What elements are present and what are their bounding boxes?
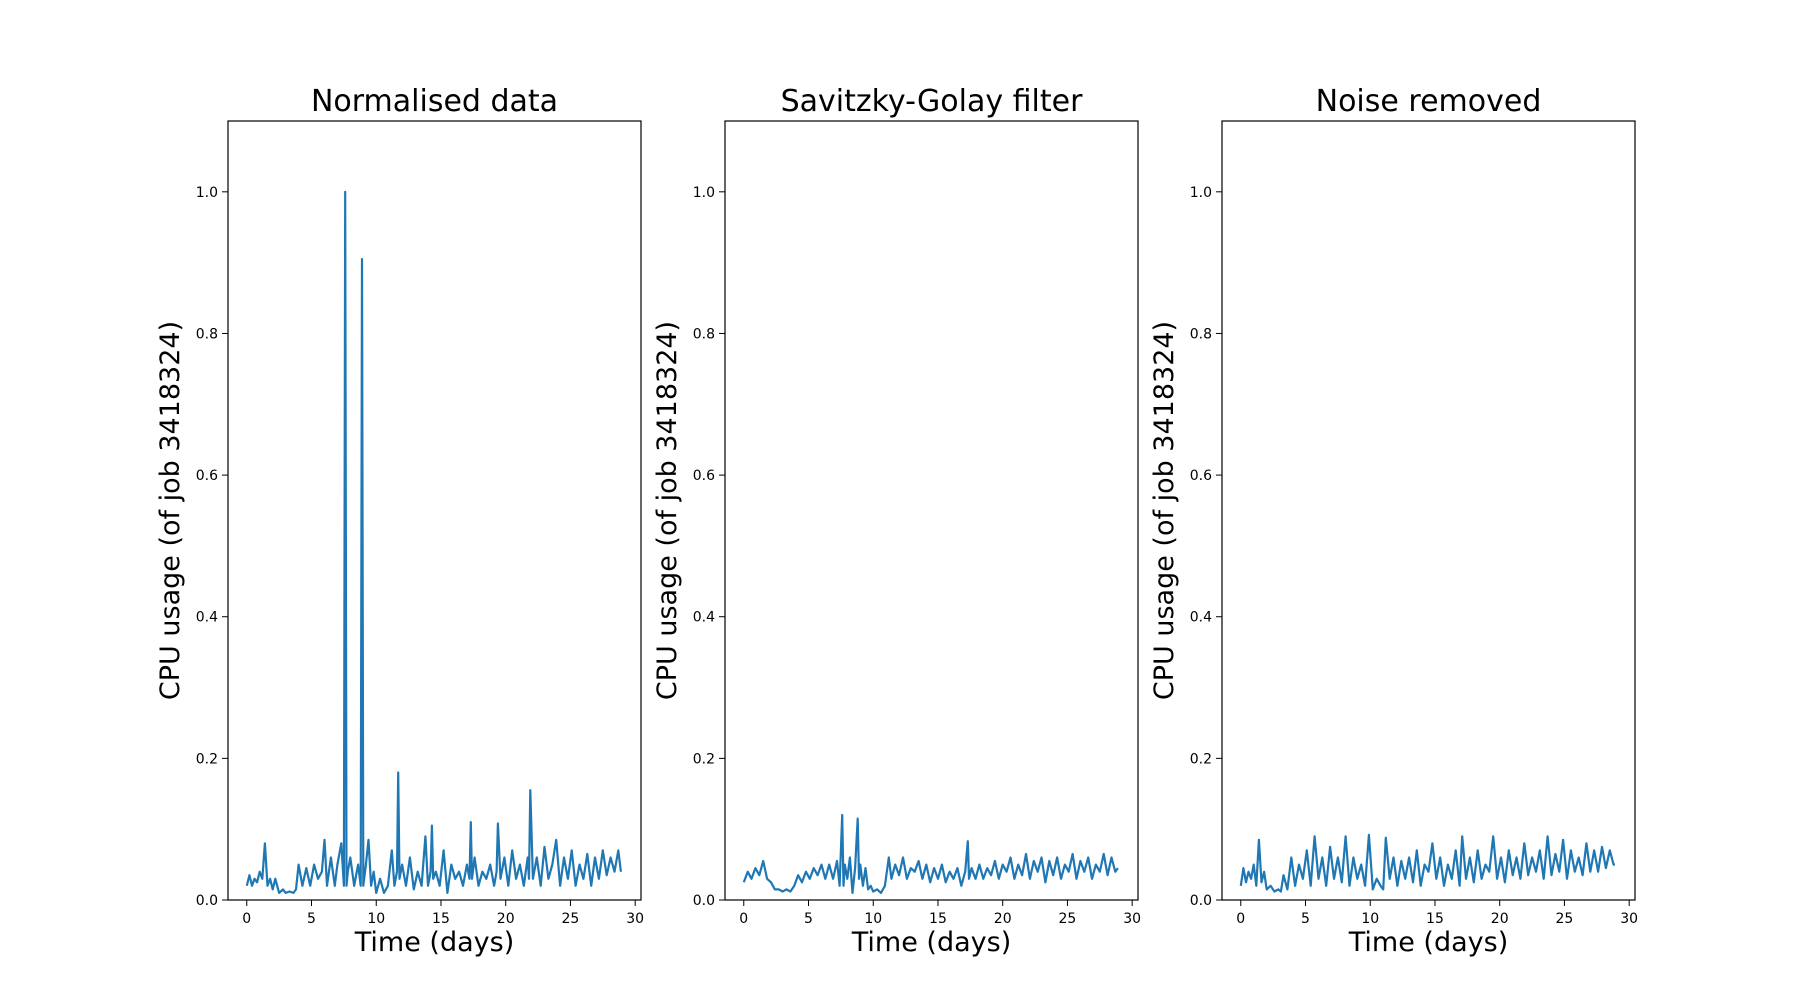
x-axis-label: Time (days)	[1348, 927, 1508, 958]
x-tick-label: 10	[864, 911, 882, 927]
y-tick-label: 0.6	[1190, 468, 1212, 484]
x-axis-label: Time (days)	[354, 927, 514, 958]
chart-panel-3: 0 5 10 15 20 25 30 0.0 0.2 0.4 0.6 0.8 1.0 Noise remo…	[1149, 84, 1638, 958]
y-tick-label: 0.2	[693, 751, 715, 767]
x-tick-label: 10	[367, 911, 385, 927]
x-tick-label: 30	[626, 911, 644, 927]
x-tick-label: 25	[562, 911, 580, 927]
series-line	[245, 190, 622, 894]
y-tick-label: 0.0	[196, 893, 218, 909]
y-tick-label: 0.4	[1190, 610, 1212, 626]
y-tick-label: 0.4	[693, 610, 715, 626]
x-tick-label: 5	[804, 911, 813, 927]
y-tick-label: 0.2	[1190, 751, 1212, 767]
y-tick-label: 1.0	[196, 185, 218, 201]
x-tick-label: 15	[1426, 911, 1444, 927]
x-tick-label: 25	[1059, 911, 1077, 927]
x-tick-label: 20	[994, 911, 1012, 927]
axes-frame	[227, 120, 642, 901]
y-tick-label: 0.0	[693, 893, 715, 909]
x-tick-label: 30	[1123, 911, 1141, 927]
y-tick-label: 0.4	[196, 610, 218, 626]
x-tick-label: 5	[1301, 911, 1310, 927]
y-tick-label: 1.0	[1190, 185, 1212, 201]
x-tick-label: 20	[497, 911, 515, 927]
x-tick-label: 0	[242, 911, 251, 927]
y-tick-label: 0.8	[196, 326, 218, 342]
chart-title: Savitzky-Golay filter	[781, 84, 1084, 119]
x-tick-label: 0	[739, 911, 748, 927]
y-tick-label: 1.0	[693, 185, 715, 201]
y-tick-label: 0.8	[1190, 326, 1212, 342]
y-tick-label: 0.6	[196, 468, 218, 484]
x-axis-label: Time (days)	[851, 927, 1011, 958]
axes-frame	[724, 120, 1139, 901]
x-tick-label: 25	[1556, 911, 1574, 927]
y-tick-label: 0.8	[693, 326, 715, 342]
chart-panel-1: 0 5 10 15 20 25 30 0.0 0.2 0.4 0.6 0.8 1.0 Normalised…	[155, 84, 644, 958]
y-axis-label: CPU usage (of job 3418324)	[652, 321, 683, 700]
series-line	[1239, 833, 1615, 893]
x-tick-label: 30	[1620, 911, 1638, 927]
chart-panel-2: 0 5 10 15 20 25 30 0.0 0.2 0.4 0.6 0.8 1.0 Savitzky-G…	[652, 84, 1141, 958]
series-line	[742, 813, 1119, 894]
chart-title: Noise removed	[1316, 84, 1542, 119]
x-tick-label: 5	[307, 911, 316, 927]
chart-title: Normalised data	[311, 84, 558, 119]
x-tick-label: 15	[929, 911, 947, 927]
y-tick-label: 0.2	[196, 751, 218, 767]
axes-frame	[1221, 120, 1636, 901]
y-tick-label: 0.0	[1190, 893, 1212, 909]
x-tick-label: 15	[432, 911, 450, 927]
x-tick-label: 0	[1236, 911, 1245, 927]
y-tick-label: 0.6	[693, 468, 715, 484]
y-axis-label: CPU usage (of job 3418324)	[155, 321, 186, 700]
x-tick-label: 10	[1361, 911, 1379, 927]
y-axis-label: CPU usage (of job 3418324)	[1149, 321, 1180, 700]
x-tick-label: 20	[1491, 911, 1509, 927]
